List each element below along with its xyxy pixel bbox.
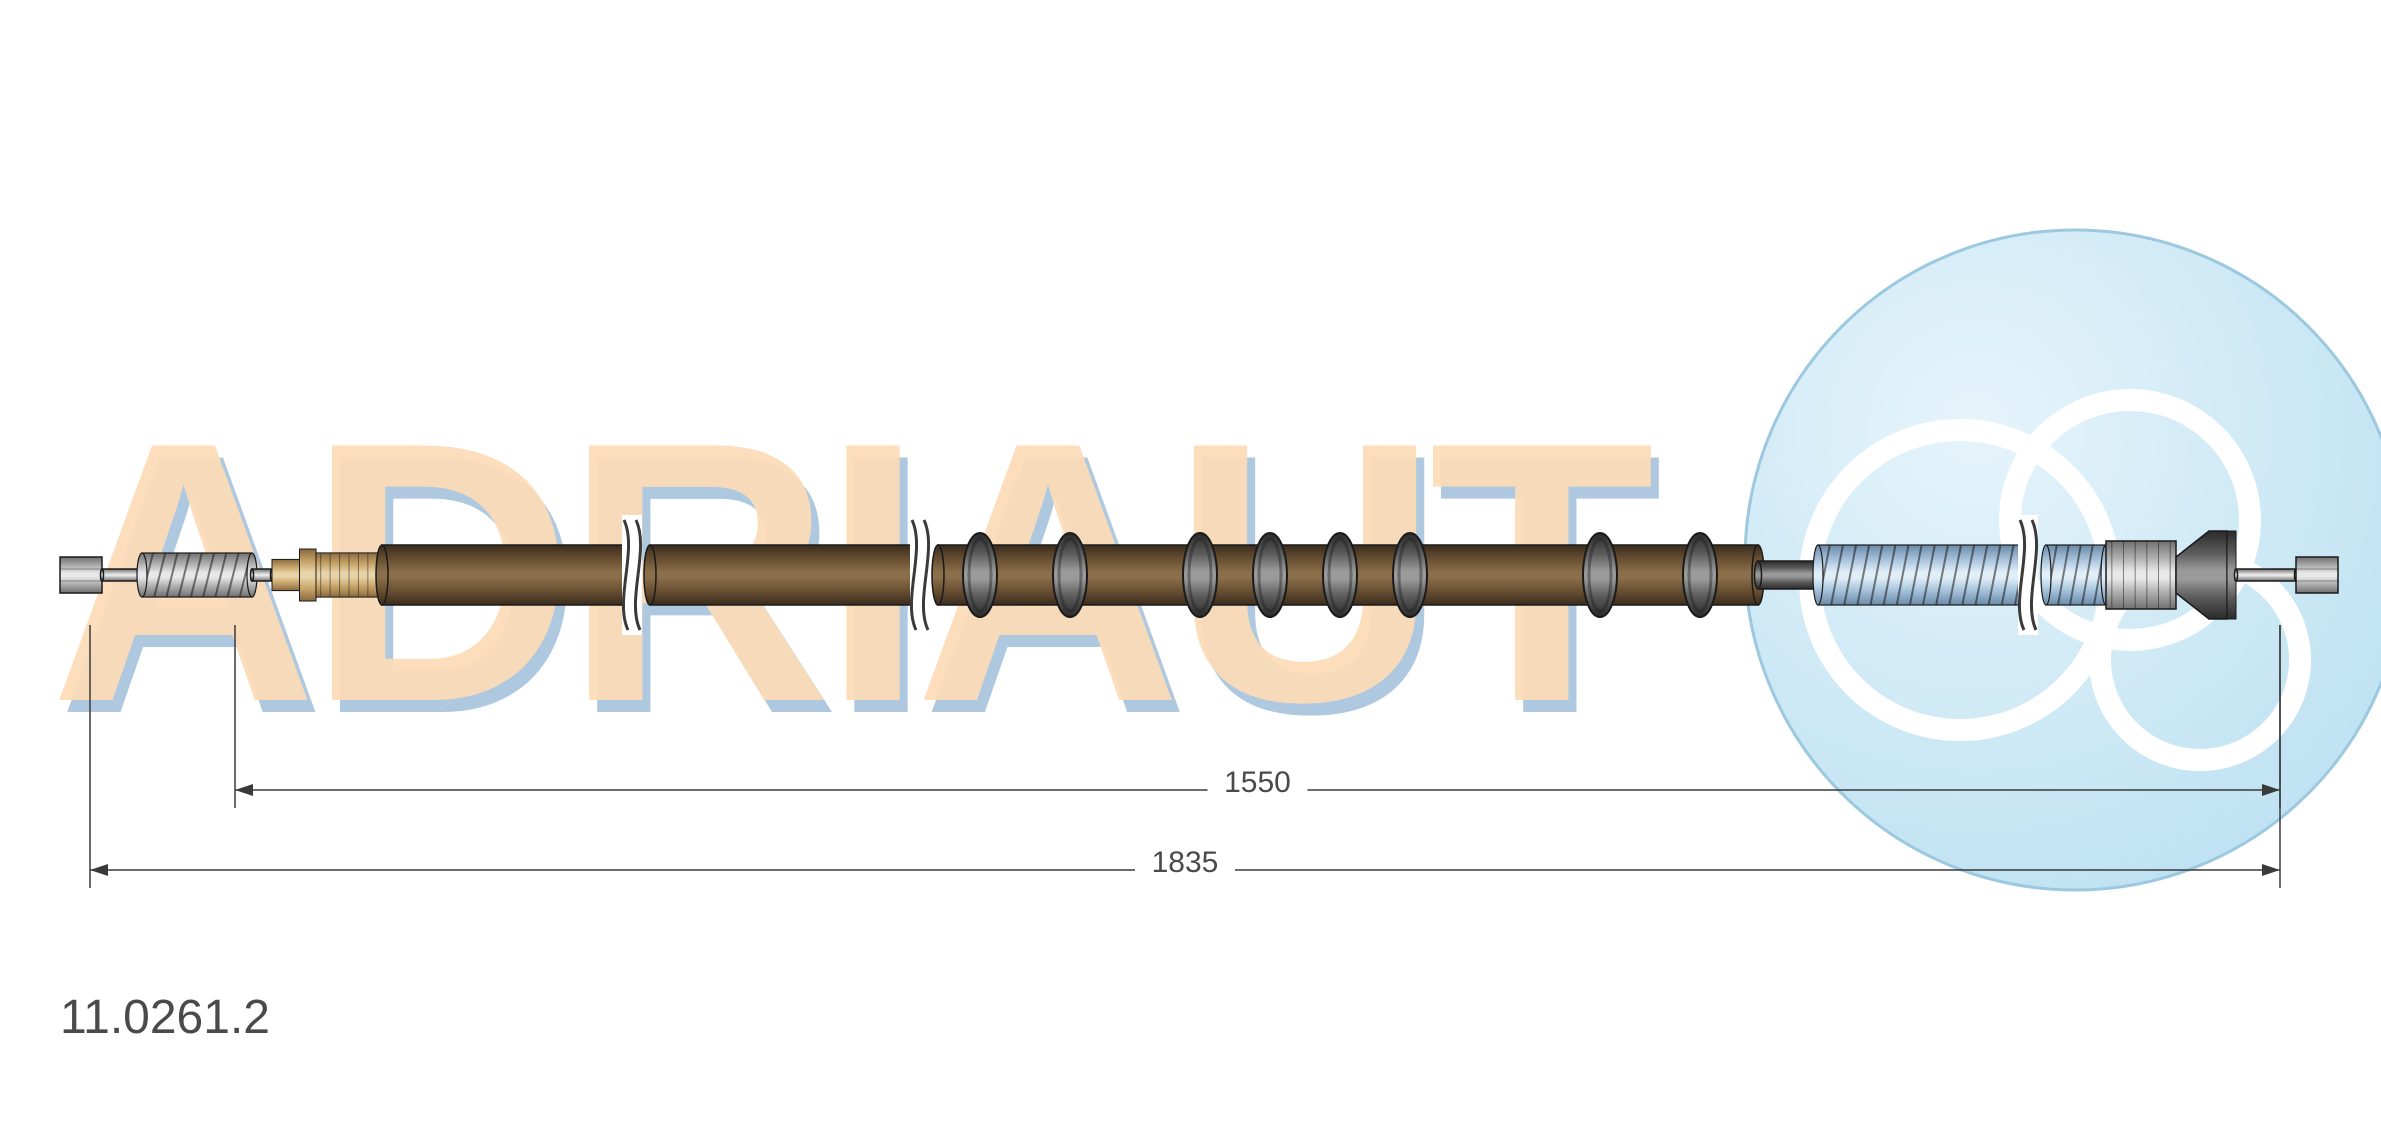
technical-drawing: ADRIAUTADRIAUT15501835 11.0261.2: [0, 0, 2381, 1134]
svg-text:1550: 1550: [1224, 766, 1291, 799]
svg-text:1835: 1835: [1152, 846, 1219, 879]
drawing-svg: ADRIAUTADRIAUT15501835: [0, 0, 2381, 1134]
part-number: 11.0261.2: [60, 990, 270, 1045]
